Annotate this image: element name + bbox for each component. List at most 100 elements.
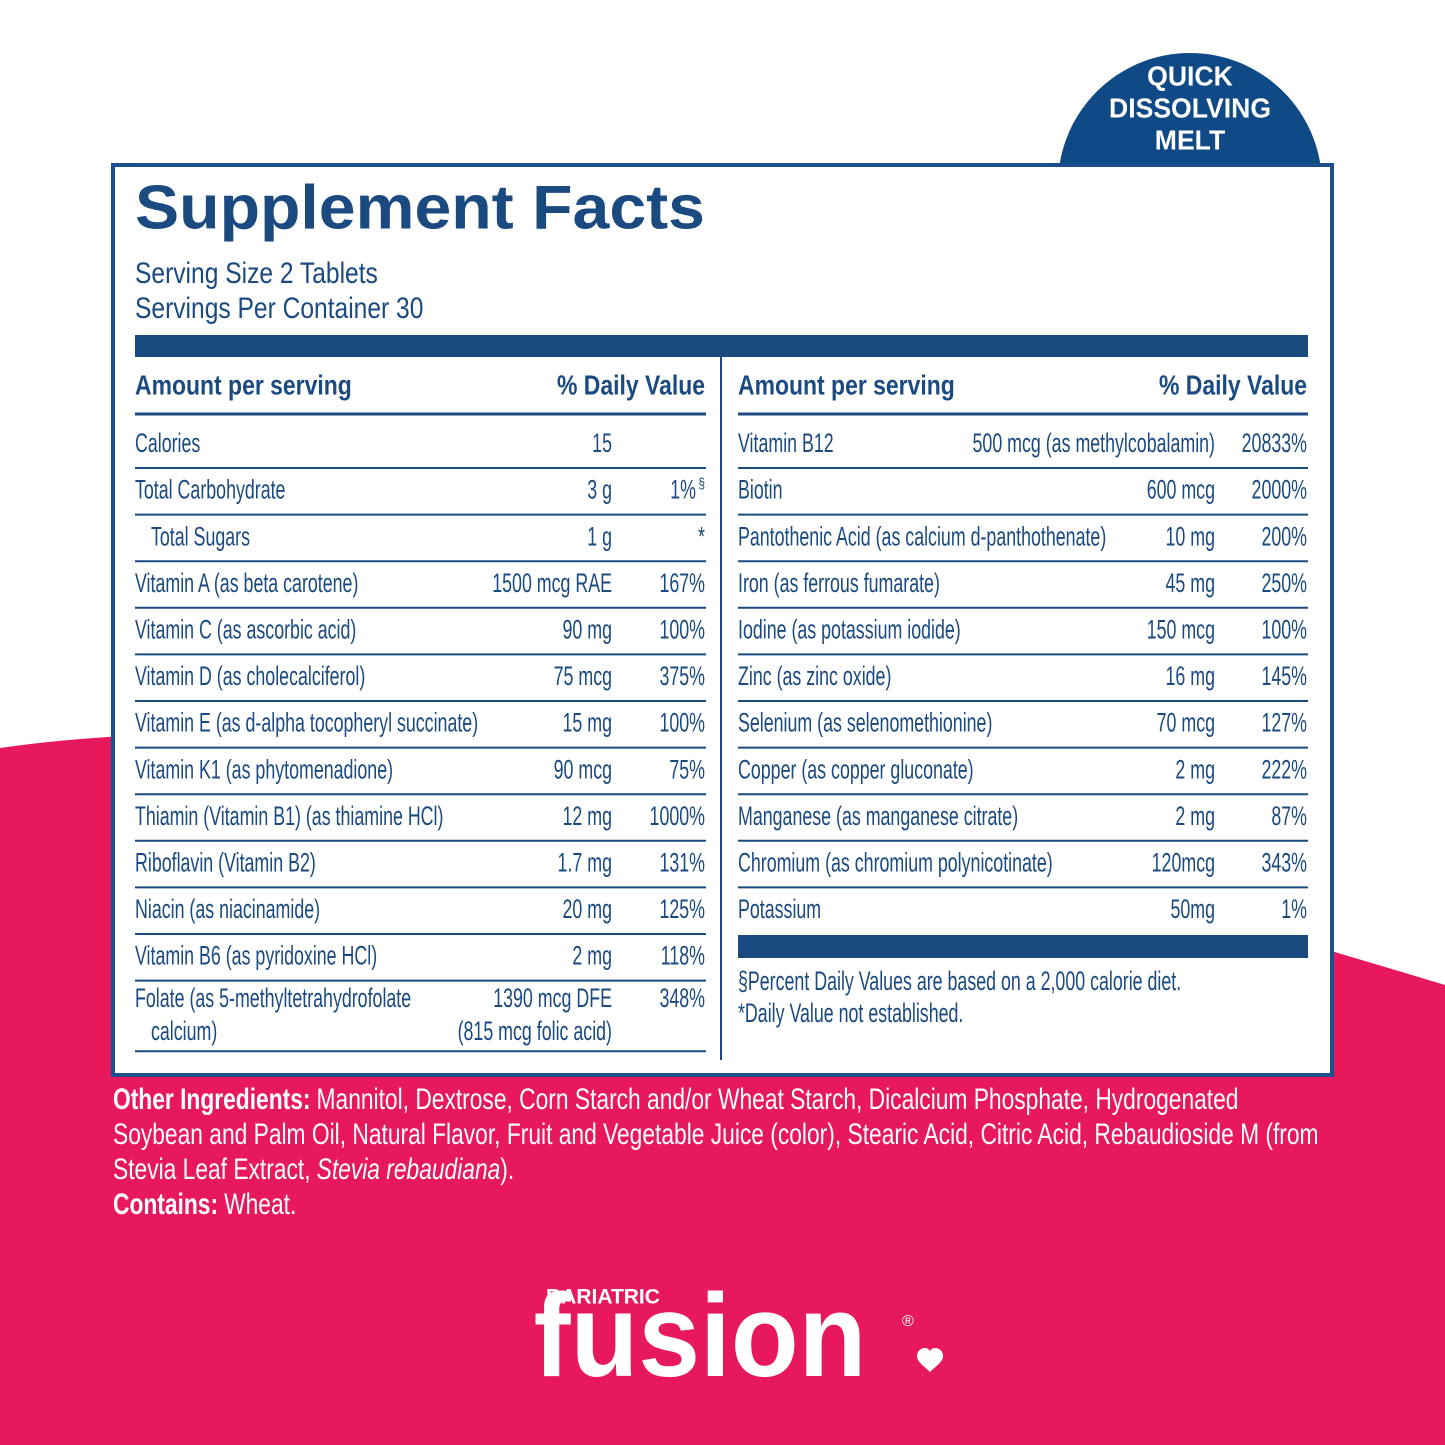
daily-value: 127% — [1261, 707, 1307, 738]
nutrient-amount: 12 mg — [562, 800, 612, 831]
daily-value: 100% — [1261, 614, 1307, 645]
logo-registered: ® — [902, 1313, 914, 1330]
nutrient-name: Iron (as ferrous fumarate) — [738, 567, 940, 598]
ingredients-line: Stevia Leaf Extract, Stevia rebaudiana). — [113, 1152, 514, 1186]
thick-bar — [738, 935, 1308, 958]
nutrient-amount: 50mg — [1170, 893, 1215, 924]
contains-line: Contains: Wheat. — [113, 1187, 296, 1221]
daily-value: 20833% — [1242, 427, 1307, 458]
nutrient-amount: 1.7 mg — [558, 847, 612, 878]
nutrient-name: Folate (as 5-methyltetrahydrofolate — [135, 982, 411, 1013]
nutrient-amount: 120mcg — [1152, 847, 1215, 878]
daily-value: 375% — [659, 660, 705, 691]
thick-bar — [135, 335, 1308, 357]
nutrient-name: Chromium (as chromium polynicotinate) — [738, 847, 1053, 878]
ingredients-line: Soybean and Palm Oil, Natural Flavor, Fr… — [113, 1117, 1319, 1151]
nutrient-name: Zinc (as zinc oxide) — [738, 660, 891, 691]
nutrient-name: Thiamin (Vitamin B1) (as thiamine HCl) — [135, 800, 443, 831]
column-header: % Daily Value — [1159, 370, 1307, 401]
daily-value: * — [698, 521, 705, 552]
nutrient-amount: 1500 mcg RAE — [492, 567, 612, 598]
nutrient-name: Manganese (as manganese citrate) — [738, 800, 1018, 831]
nutrient-amount: 1390 mcg DFE — [493, 982, 612, 1013]
logo-brand: fusion — [534, 1270, 867, 1402]
nutrient-name: Vitamin D (as cholecalciferol) — [135, 660, 365, 691]
nutrient-amount: 90 mg — [562, 614, 612, 645]
nutrient-name: Vitamin B12 — [738, 427, 834, 458]
ingredients-label: Other Ingredients: — [113, 1082, 310, 1116]
ingredients-text: Stevia Leaf Extract, — [113, 1152, 311, 1186]
badge-text: QUICK — [1147, 60, 1233, 92]
nutrient-amount: 2 mg — [1175, 800, 1215, 831]
nutrient-amount: 70 mcg — [1157, 707, 1215, 738]
heart-icon — [917, 1348, 943, 1372]
nutrient-name: Copper (as copper gluconate) — [738, 754, 974, 785]
badge-text: DISSOLVING — [1109, 92, 1271, 124]
panel-title: Supplement Facts — [135, 173, 705, 242]
ingredients-text: Mannitol, Dextrose, Corn Starch and/or W… — [317, 1082, 1239, 1116]
daily-value: 1000% — [650, 800, 705, 831]
nutrient-name: Vitamin B6 (as pyridoxine HCl) — [135, 940, 377, 971]
daily-value: 100% — [659, 614, 705, 645]
nutrient-amount: 20 mg — [562, 893, 612, 924]
column-header: Amount per serving — [135, 370, 352, 401]
ingredients-italic: Stevia rebaudiana — [317, 1152, 501, 1186]
nutrient-name: Vitamin K1 (as phytomenadione) — [135, 754, 393, 785]
nutrient-amount: 45 mg — [1165, 567, 1215, 598]
servings-per-container: Servings Per Container 30 — [135, 291, 423, 325]
footnote: §Percent Daily Values are based on a 2,0… — [738, 965, 1181, 996]
daily-value: 222% — [1261, 754, 1307, 785]
ingredients-text: Soybean and Palm Oil, Natural Flavor, Fr… — [113, 1117, 1319, 1151]
logo-top: BARIATRIC — [546, 1286, 660, 1309]
nutrient-amount: 600 mcg — [1147, 474, 1215, 505]
nutrient-amount: 2 mg — [1175, 754, 1215, 785]
footnote-mark: § — [698, 475, 705, 492]
nutrient-name: Total Sugars — [151, 521, 250, 552]
nutrient-name: Potassium — [738, 893, 821, 924]
nutrient-amount: (815 mcg folic acid) — [458, 1015, 612, 1046]
nutrient-amount: 1 g — [587, 521, 612, 552]
nutrient-name: Pantothenic Acid (as calcium d-panthothe… — [738, 521, 1106, 552]
daily-value: 87% — [1271, 800, 1307, 831]
nutrient-name: Vitamin C (as ascorbic acid) — [135, 614, 356, 645]
nutrient-amount: 15 — [592, 427, 612, 458]
daily-value: 343% — [1261, 847, 1307, 878]
nutrient-name: Vitamin E (as d-alpha tocopheryl succina… — [135, 707, 478, 738]
daily-value: 1% — [1281, 893, 1307, 924]
daily-value: 167% — [659, 567, 705, 598]
nutrient-name: Iodine (as potassium iodide) — [738, 614, 961, 645]
nutrient-name: Vitamin A (as beta carotene) — [135, 567, 358, 598]
footnote: *Daily Value not established. — [738, 997, 963, 1028]
daily-value: 118% — [661, 940, 705, 971]
nutrient-name: Riboflavin (Vitamin B2) — [135, 847, 316, 878]
ingredients-text: ). — [500, 1152, 514, 1186]
nutrient-amount: 16 mg — [1165, 660, 1215, 691]
daily-value: 1% — [670, 474, 696, 505]
daily-value: 348% — [659, 982, 705, 1013]
contains-label: Contains: — [113, 1187, 218, 1221]
nutrient-name: Total Carbohydrate — [135, 474, 285, 505]
daily-value: 125% — [659, 893, 705, 924]
serving-size: Serving Size 2 Tablets — [135, 256, 378, 290]
nutrient-amount: 15 mg — [562, 707, 612, 738]
daily-value: 2000% — [1252, 474, 1307, 505]
nutrient-amount: 90 mcg — [554, 754, 612, 785]
nutrient-amount: 2 mg — [572, 940, 612, 971]
nutrient-name: Niacin (as niacinamide) — [135, 893, 320, 924]
daily-value: 75% — [669, 754, 705, 785]
nutrient-name: Calories — [135, 427, 200, 458]
nutrient-name: Biotin — [738, 474, 783, 505]
facts-panel — [111, 163, 1334, 1077]
nutrient-name: calcium) — [151, 1015, 217, 1046]
nutrient-amount: 500 mcg (as methylcobalamin) — [973, 427, 1215, 458]
nutrient-amount: 75 mcg — [554, 660, 612, 691]
daily-value: 200% — [1261, 521, 1307, 552]
badge-text: MELT — [1155, 124, 1226, 156]
nutrient-name: Selenium (as selenomethionine) — [738, 707, 992, 738]
daily-value: 250% — [1261, 567, 1307, 598]
ingredients-line: Other Ingredients: Mannitol, Dextrose, Co… — [113, 1082, 1238, 1116]
nutrient-amount: 3 g — [587, 474, 612, 505]
